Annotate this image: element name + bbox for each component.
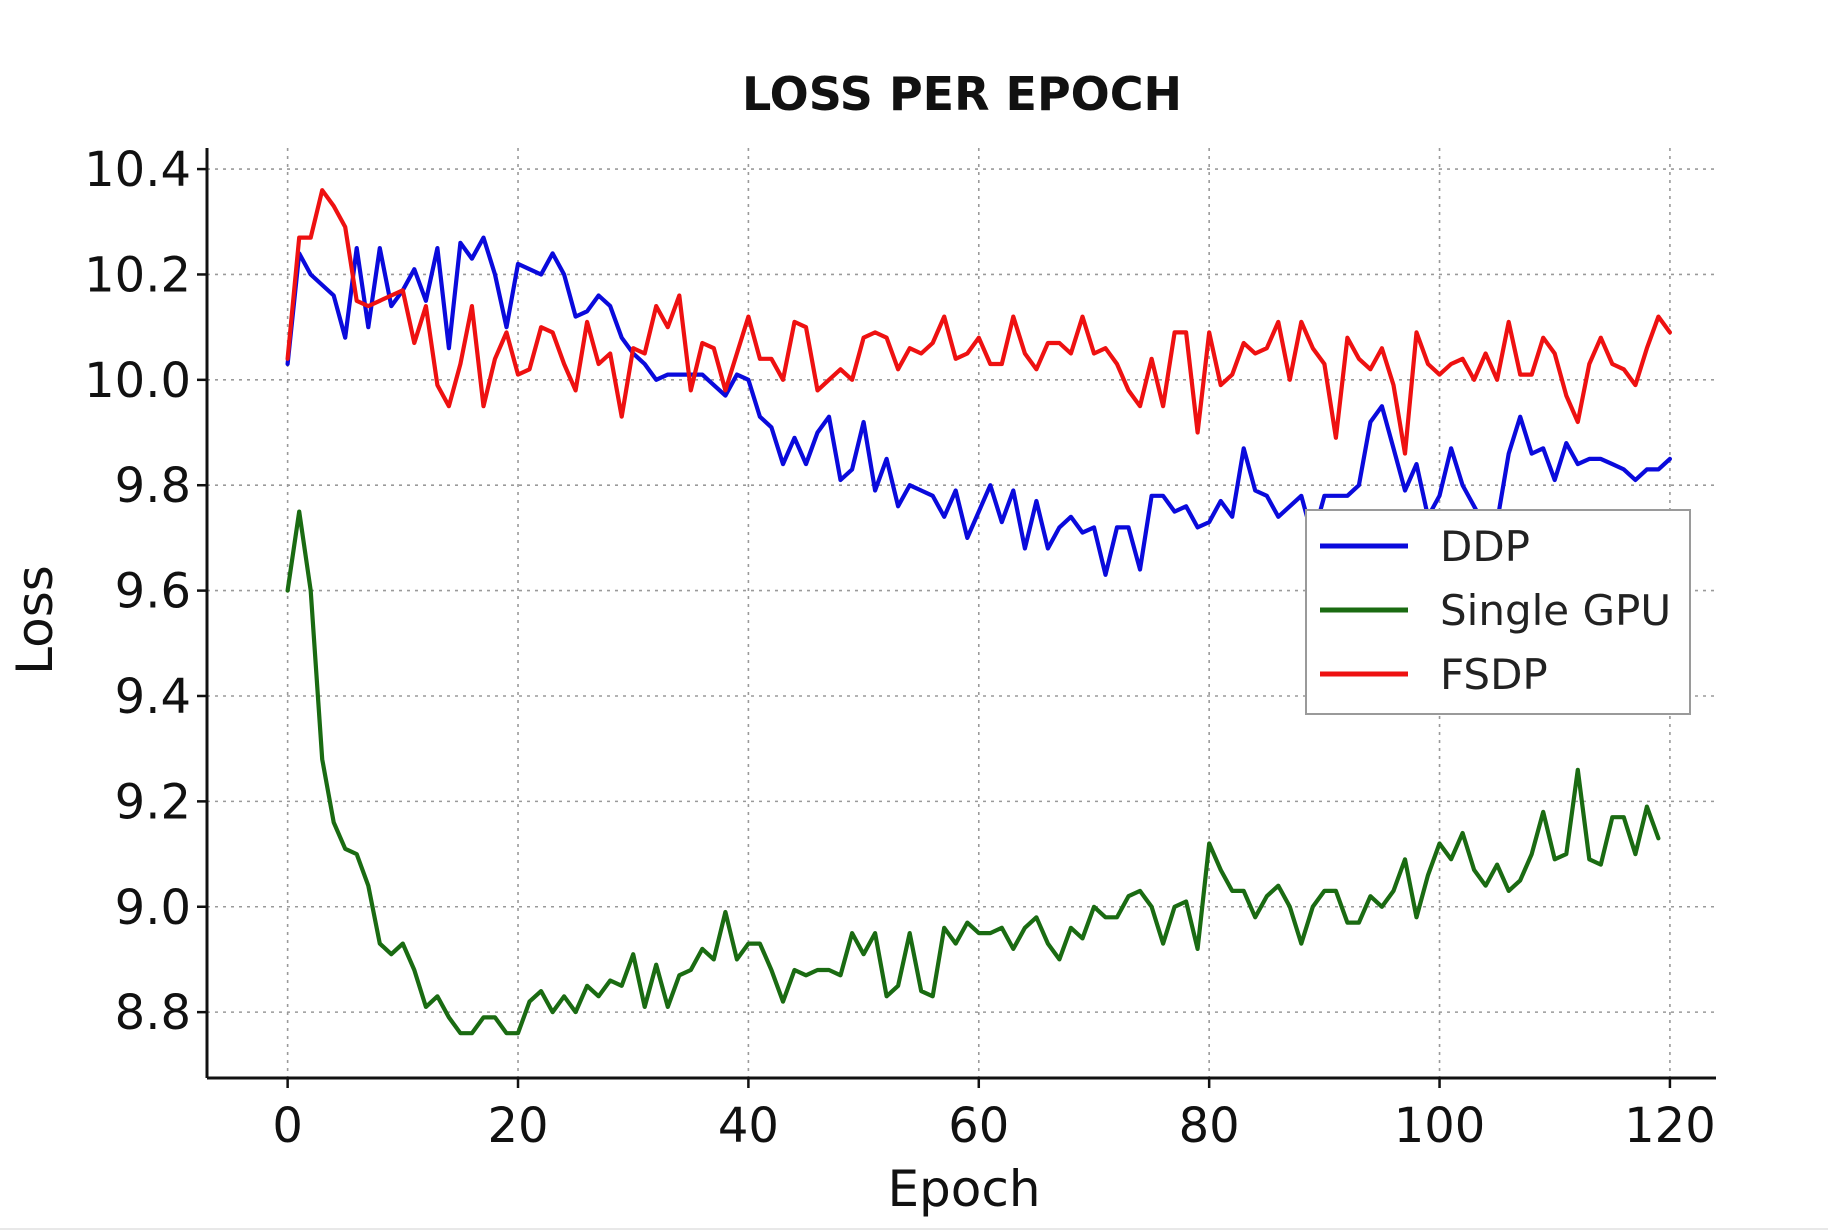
series-line-ddp bbox=[285, 235, 1673, 577]
y-axis-label: Loss bbox=[6, 565, 64, 675]
y-tick-label: 10.4 bbox=[84, 142, 191, 198]
y-tick-label: 9.6 bbox=[115, 564, 191, 620]
legend-label-ddp: DDP bbox=[1440, 522, 1530, 571]
x-tick-label: 120 bbox=[1624, 1098, 1716, 1154]
x-tick-label: 20 bbox=[487, 1098, 548, 1154]
axes bbox=[197, 148, 1716, 1088]
x-tick-label: 80 bbox=[1179, 1098, 1240, 1154]
legend-label-single-gpu: Single GPU bbox=[1440, 586, 1671, 635]
y-tick-label: 10.0 bbox=[84, 353, 191, 409]
x-tick-label: 0 bbox=[272, 1098, 303, 1154]
bottom-divider bbox=[0, 1228, 1828, 1230]
y-tick-label: 10.2 bbox=[84, 247, 191, 303]
x-tick-label: 100 bbox=[1394, 1098, 1486, 1154]
y-tick-label: 9.8 bbox=[115, 458, 191, 514]
y-tick-label: 9.4 bbox=[115, 669, 191, 725]
series-lines bbox=[285, 188, 1673, 1036]
series-line-single-gpu bbox=[285, 509, 1661, 1036]
x-axis-label: Epoch bbox=[887, 1160, 1040, 1218]
tick-labels: 0 20 40 60 80 100 120 8.8 9.0 9.2 9.4 9.6 9.8 10.0 10.… bbox=[84, 142, 1716, 1154]
legend-label-fsdp: FSDP bbox=[1440, 650, 1548, 699]
series-line-fsdp bbox=[285, 188, 1673, 456]
x-tick-label: 40 bbox=[718, 1098, 779, 1154]
y-tick-label: 9.0 bbox=[115, 880, 191, 936]
legend: DDP Single GPU FSDP bbox=[1305, 509, 1691, 715]
chart-title: LOSS PER EPOCH bbox=[742, 67, 1182, 121]
x-tick-label: 60 bbox=[948, 1098, 1009, 1154]
y-tick-label: 8.8 bbox=[115, 985, 191, 1041]
y-tick-label: 9.2 bbox=[115, 774, 191, 830]
